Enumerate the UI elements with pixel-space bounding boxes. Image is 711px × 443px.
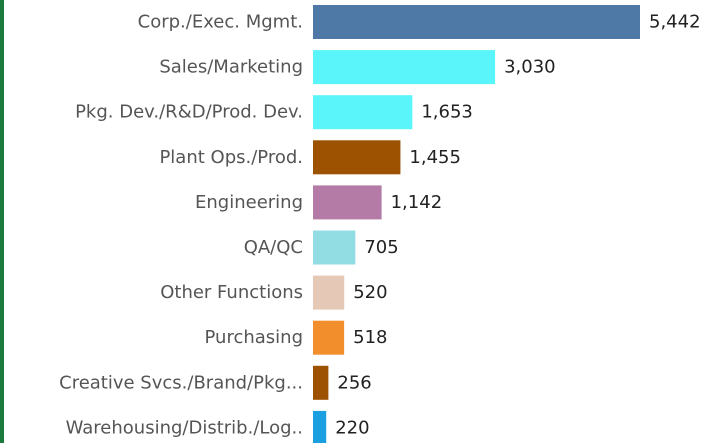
bar (313, 185, 382, 220)
category-label: Purchasing (205, 327, 304, 348)
value-label: 5,442 (649, 12, 701, 33)
value-label: 256 (337, 372, 371, 393)
category-label: Other Functions (160, 282, 303, 303)
category-label: Plant Ops./Prod. (159, 147, 303, 168)
category-label: Sales/Marketing (159, 57, 303, 78)
bar (313, 230, 356, 265)
value-label: 1,653 (421, 102, 473, 123)
category-label: Warehousing/Distrib./Log.. (66, 417, 303, 438)
bar (313, 275, 345, 310)
value-label: 3,030 (504, 57, 556, 78)
category-label: QA/QC (244, 237, 303, 258)
category-label: Engineering (195, 192, 303, 213)
value-label: 1,142 (391, 192, 443, 213)
category-label: Creative Svcs./Brand/Pkg... (59, 372, 303, 393)
value-label: 518 (353, 327, 387, 348)
bar (313, 95, 413, 130)
value-label: 705 (364, 237, 398, 258)
value-label: 1,455 (409, 147, 461, 168)
bar (313, 365, 329, 400)
value-label: 220 (335, 417, 369, 438)
bar (313, 410, 327, 443)
bar (313, 5, 640, 39)
category-label: Corp./Exec. Mgmt. (138, 12, 303, 33)
bar (313, 320, 345, 355)
side-border (0, 0, 4, 443)
value-label: 520 (353, 282, 387, 303)
bar (313, 140, 401, 175)
bar (313, 50, 496, 85)
category-label: Pkg. Dev./R&D/Prod. Dev. (75, 102, 303, 123)
